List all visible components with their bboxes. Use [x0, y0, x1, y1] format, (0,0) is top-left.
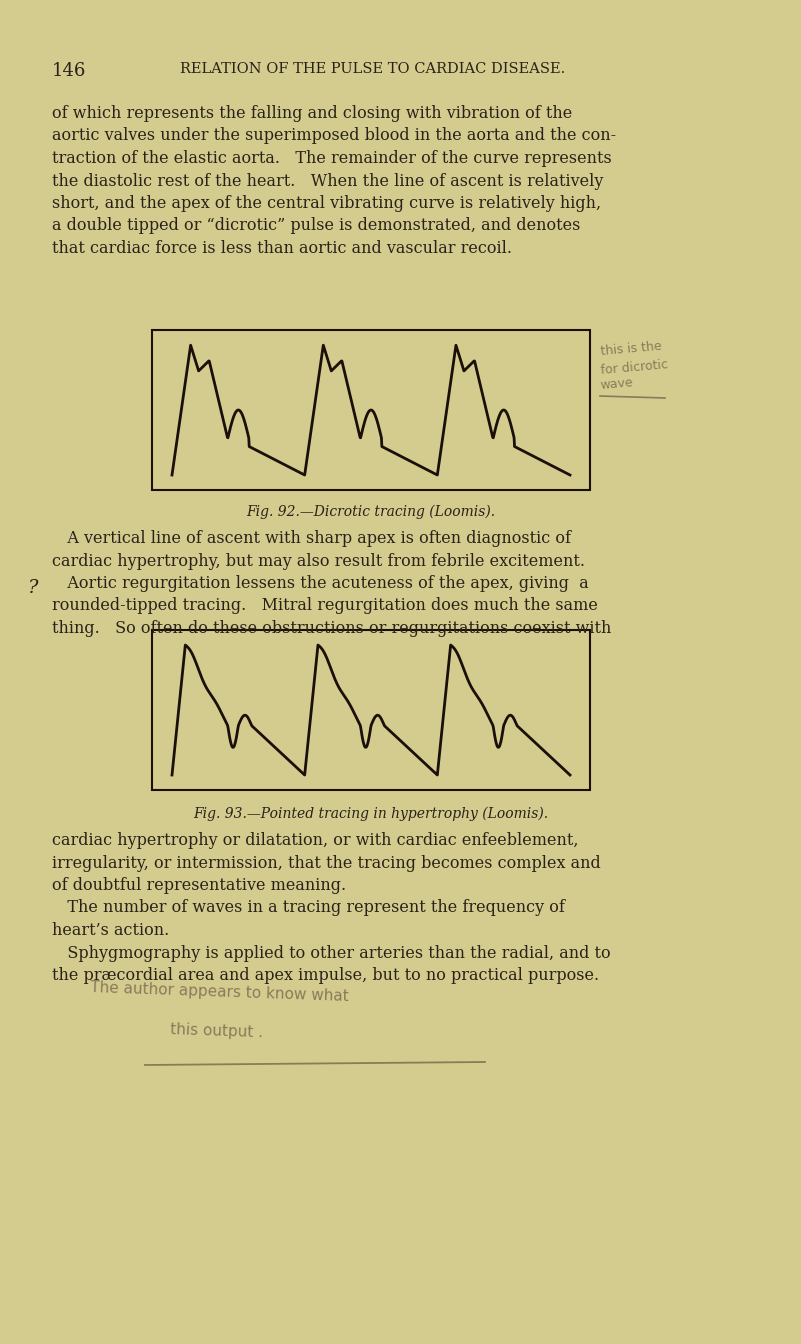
Text: that cardiac force is less than aortic and vascular recoil.: that cardiac force is less than aortic a… [52, 241, 512, 257]
Text: The number of waves in a tracing represent the frequency of: The number of waves in a tracing represe… [52, 899, 565, 917]
Text: wave: wave [600, 376, 634, 392]
Text: of doubtful representative meaning.: of doubtful representative meaning. [52, 878, 346, 894]
Text: 146: 146 [52, 62, 87, 81]
Text: thing.   So often do these obstructions or regurgitations coexist with: thing. So often do these obstructions or… [52, 620, 611, 637]
Text: Fig. 92.—Dicrotic tracing (Loomis).: Fig. 92.—Dicrotic tracing (Loomis). [247, 505, 496, 519]
Text: heart’s action.: heart’s action. [52, 922, 169, 939]
Text: cardiac hypertrophy or dilatation, or with cardiac enfeeblement,: cardiac hypertrophy or dilatation, or wi… [52, 832, 578, 849]
Bar [152, 331, 590, 491]
Text: a double tipped or “dicrotic” pulse is demonstrated, and denotes: a double tipped or “dicrotic” pulse is d… [52, 218, 581, 234]
Text: the diastolic rest of the heart.   When the line of ascent is relatively: the diastolic rest of the heart. When th… [52, 172, 603, 190]
Text: ?: ? [28, 579, 38, 597]
Text: short, and the apex of the central vibrating curve is relatively high,: short, and the apex of the central vibra… [52, 195, 601, 212]
Text: irregularity, or intermission, that the tracing becomes complex and: irregularity, or intermission, that the … [52, 855, 601, 871]
Text: aortic valves under the superimposed blood in the aorta and the con-: aortic valves under the superimposed blo… [52, 128, 616, 145]
Text: Aortic regurgitation lessens the acuteness of the apex, giving  a: Aortic regurgitation lessens the acutene… [52, 575, 589, 591]
Text: The author appears to know what: The author appears to know what [90, 980, 349, 1004]
Text: Sphygmography is applied to other arteries than the radial, and to: Sphygmography is applied to other arteri… [52, 945, 610, 961]
Text: Fig. 93.—Pointed tracing in hypertrophy (Loomis).: Fig. 93.—Pointed tracing in hypertrophy … [193, 806, 549, 821]
Text: traction of the elastic aorta.   The remainder of the curve represents: traction of the elastic aorta. The remai… [52, 151, 612, 167]
Text: of which represents the falling and closing with vibration of the: of which represents the falling and clos… [52, 105, 572, 122]
Text: the præcordial area and apex impulse, but to no practical purpose.: the præcordial area and apex impulse, bu… [52, 966, 599, 984]
Text: for dicrotic: for dicrotic [600, 358, 669, 376]
Bar [152, 630, 590, 790]
Text: RELATION OF THE PULSE TO CARDIAC DISEASE.: RELATION OF THE PULSE TO CARDIAC DISEASE… [180, 62, 566, 77]
Text: this output .: this output . [170, 1021, 264, 1040]
Text: A vertical line of ascent with sharp apex is often diagnostic of: A vertical line of ascent with sharp ape… [52, 530, 571, 547]
Text: this is the: this is the [600, 340, 662, 359]
Text: rounded-tipped tracing.   Mitral regurgitation does much the same: rounded-tipped tracing. Mitral regurgita… [52, 598, 598, 614]
Text: cardiac hypertrophy, but may also result from febrile excitement.: cardiac hypertrophy, but may also result… [52, 552, 585, 570]
